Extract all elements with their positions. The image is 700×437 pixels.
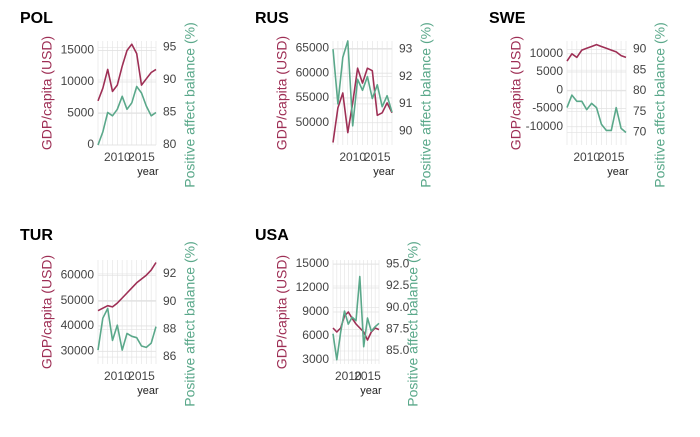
x-tick-label: 2010 [339,150,366,164]
y-left-tick-label: 6000 [302,328,329,342]
y-left-tick-label: 40000 [61,318,95,332]
y-right-tick-label: 70 [633,125,647,139]
y-left-tick-label: 65000 [296,41,330,55]
y-right-tick-label: 90 [163,294,177,308]
y-right-axis-label: Positive affect balance (%) [652,22,668,188]
y-left-tick-label: 15000 [296,256,330,270]
y-left-tick-label: 50000 [61,293,95,307]
affect-series-line [332,275,380,361]
y-right-tick-label: 92 [163,266,177,280]
panel-swe: SWE -10000 -5000 0 5000 10000 70 75 80 85 90 201020… [489,10,668,188]
x-tick-label: 2015 [364,150,391,164]
affect-series-line [97,85,157,146]
y-left-axis-label: GDP/capita (USD) [39,36,55,150]
y-right-tick-label: 93 [399,41,413,55]
y-left-tick-label: -10000 [526,119,564,133]
gdp-series-line [332,67,393,143]
y-left-tick-label: 50000 [296,115,330,129]
y-right-tick-label: 90 [163,72,177,86]
x-axis-label: year [137,166,159,178]
y-right-tick-label: 86 [163,349,177,363]
panel-title: SWE [489,10,526,27]
y-right-tick-label: 85.0 [386,343,410,357]
y-right-tick-label: 91 [399,96,413,110]
panel-usa: USA 3000 6000 9000 12000 15000 85.0 87.5 90.0 92.… [255,227,421,407]
y-left-tick-label: 55000 [296,90,330,104]
y-right-tick-label: 95.0 [386,257,410,271]
gridlines [566,41,627,145]
y-left-tick-label: 0 [87,137,94,151]
y-right-axis-label: Positive affect balance (%) [182,22,198,188]
y-right-axis-label: Positive affect balance (%) [182,241,198,407]
y-right-tick-label: 92.5 [386,278,410,292]
y-left-tick-label: 9000 [302,304,329,318]
x-axis-label: year [137,385,159,397]
y-left-tick-label: -5000 [532,101,563,115]
gridlines [332,41,393,145]
x-tick-label: 2010 [104,369,131,383]
y-right-tick-label: 85 [163,105,177,119]
gdp-series-line [566,43,627,62]
y-left-tick-label: 3000 [302,352,329,366]
panel-title: TUR [20,227,53,244]
y-left-tick-label: 10000 [530,46,564,60]
y-right-tick-label: 87.5 [386,322,410,336]
y-left-tick-label: 12000 [296,280,330,294]
panel-title: RUS [255,10,289,27]
y-right-axis-label: Positive affect balance (%) [418,22,434,188]
x-tick-label: 2015 [354,369,381,383]
y-left-axis-label: GDP/capita (USD) [274,36,290,150]
y-left-tick-label: 15000 [61,43,95,57]
y-right-tick-label: 90 [399,123,413,137]
affect-series-line [97,307,157,351]
y-left-axis-label: GDP/capita (USD) [39,255,55,369]
y-left-tick-label: 5000 [67,106,94,120]
panel-title: POL [20,10,53,27]
y-left-axis-label: GDP/capita (USD) [274,255,290,369]
gridlines [97,41,157,146]
gdp-series-line [97,43,157,102]
y-right-tick-label: 92 [399,69,413,83]
y-right-tick-label: 88 [163,322,177,336]
y-right-tick-label: 80 [633,83,647,97]
x-tick-label: 2010 [573,150,600,164]
x-axis-label: year [607,166,629,178]
y-right-tick-label: 90.0 [386,300,410,314]
x-tick-label: 2010 [104,150,131,164]
y-right-axis-label: Positive affect balance (%) [405,241,421,407]
y-left-tick-label: 0 [556,82,563,96]
affect-series-line [332,40,393,127]
y-right-tick-label: 75 [633,104,647,118]
y-left-tick-label: 60000 [296,65,330,79]
y-right-tick-label: 80 [163,137,177,151]
y-left-tick-label: 60000 [61,267,95,281]
x-tick-label: 2015 [598,150,625,164]
y-right-tick-label: 95 [163,40,177,54]
y-left-tick-label: 30000 [61,343,95,357]
y-right-tick-label: 85 [633,62,647,76]
affect-series-line [566,94,627,134]
x-tick-label: 2015 [128,369,155,383]
y-left-tick-label: 5000 [536,64,563,78]
x-tick-label: 2010 [335,369,362,383]
y-left-axis-label: GDP/capita (USD) [508,36,524,150]
panel-title: USA [255,227,289,244]
y-left-tick-label: 10000 [61,74,95,88]
gdp-series-line [97,262,157,312]
y-right-tick-label: 90 [633,41,647,55]
x-axis-label: year [373,166,395,178]
x-axis-label: year [360,385,382,397]
x-tick-label: 2015 [128,150,155,164]
